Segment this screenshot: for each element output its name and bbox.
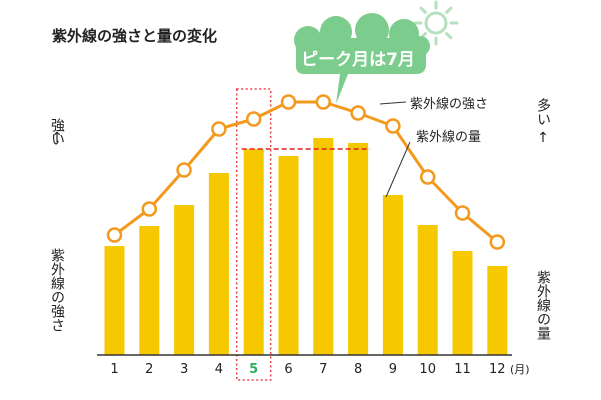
strength-line: [113, 100, 499, 244]
strength-point-1: [106, 227, 123, 243]
chart-title: 紫外線の強さと量の変化: [52, 27, 217, 45]
highlight-box-month-5: [235, 88, 272, 381]
x-tick-8: 8: [354, 362, 362, 377]
strength-point-7: [315, 94, 332, 110]
left-axis-arrow: ↑: [51, 130, 63, 146]
x-tick-1: 1: [110, 362, 118, 377]
strength-point-3: [176, 162, 192, 178]
bar-1: [104, 246, 125, 355]
x-tick-11: 11: [454, 362, 471, 377]
bubble-cloud-bump: [355, 13, 389, 47]
bar-2: [139, 226, 160, 355]
x-tick-2: 2: [145, 362, 153, 377]
bubble-shape: [296, 38, 426, 104]
bar-12: [487, 266, 508, 355]
bar-7: [313, 138, 334, 355]
x-axis-unit: (月): [510, 363, 530, 376]
left-axis-top-label: 強い: [49, 118, 65, 146]
strength-callout-line: [379, 101, 407, 105]
strength-point-6: [280, 94, 297, 110]
strength-point-10: [419, 169, 436, 185]
bubble-cloud-bump: [320, 16, 352, 48]
right-axis-top-label: 多い: [535, 97, 551, 126]
sun-ray: [419, 6, 427, 14]
bar-5: [243, 149, 264, 355]
bar-6: [278, 156, 299, 355]
amount-series-label: 紫外線の量: [416, 129, 481, 145]
right-axis-label: 紫外線の量: [535, 270, 551, 340]
strength-point-9: [385, 118, 401, 134]
peak-month-text: ピーク月は7月: [301, 50, 415, 70]
x-tick-12: 12: [489, 362, 506, 377]
sun-icon: [413, 0, 459, 46]
x-tick-4: 4: [215, 362, 223, 377]
strength-point-12: [489, 234, 506, 250]
bubble-cloud-bump: [294, 26, 322, 54]
strength-series-label: 紫外線の強さ: [410, 96, 488, 112]
sun-core: [424, 11, 448, 35]
bar-9: [382, 195, 403, 355]
sun-ray: [445, 32, 453, 40]
x-tick-9: 9: [389, 362, 397, 377]
x-tick-3: 3: [180, 362, 188, 377]
peak-month-bubble: ピーク月は7月: [294, 13, 430, 104]
sun-ray: [445, 6, 453, 14]
bar-4: [208, 173, 229, 355]
bubble-cloud-bump: [389, 19, 419, 49]
x-tick-7: 7: [319, 362, 327, 377]
bar-3: [174, 205, 195, 355]
strength-point-2: [141, 201, 158, 217]
strength-point-11: [454, 205, 471, 221]
left-axis-label: 紫外線の強さ: [49, 248, 65, 332]
bar-11: [452, 251, 473, 355]
amount-callout-line: [385, 141, 411, 198]
bar-8: [348, 143, 369, 355]
bar-10: [417, 225, 438, 355]
strength-point-8: [350, 105, 366, 121]
x-tick-6: 6: [284, 362, 292, 377]
x-tick-5: 5: [249, 362, 258, 377]
strength-point-5: [245, 111, 262, 127]
x-tick-10: 10: [419, 362, 436, 377]
right-axis-arrow: ↑: [537, 130, 549, 146]
strength-point-4: [211, 121, 227, 137]
